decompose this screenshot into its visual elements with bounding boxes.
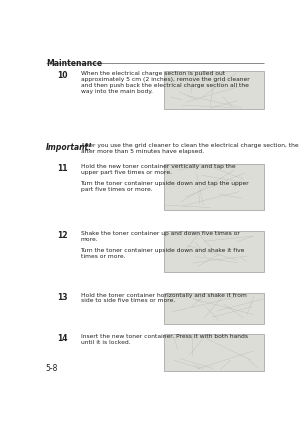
- FancyBboxPatch shape: [164, 231, 264, 272]
- Text: Hold the new toner container vertically and tap the
upper part five times or mor: Hold the new toner container vertically …: [80, 164, 249, 192]
- Text: Important!: Important!: [46, 143, 93, 152]
- Text: 12: 12: [57, 231, 68, 240]
- Text: 5-8: 5-8: [46, 364, 58, 373]
- Text: After you use the grid cleaner to clean the electrical charge section, the machi: After you use the grid cleaner to clean …: [80, 143, 300, 154]
- FancyBboxPatch shape: [164, 71, 264, 109]
- Text: 10: 10: [57, 71, 68, 80]
- FancyBboxPatch shape: [164, 164, 264, 210]
- Text: Maintenance: Maintenance: [46, 59, 103, 68]
- Text: When the electrical charge section is pulled out
approximately 5 cm (2 inches), : When the electrical charge section is pu…: [80, 71, 249, 94]
- FancyBboxPatch shape: [164, 292, 264, 324]
- Text: 13: 13: [57, 292, 68, 301]
- Text: Shake the toner container up and down five times or
more.

Turn the toner contai: Shake the toner container up and down fi…: [80, 231, 245, 259]
- Text: 11: 11: [57, 164, 68, 173]
- Text: Insert the new toner container. Press it with both hands
until it is locked.: Insert the new toner container. Press it…: [80, 334, 248, 345]
- Text: Hold the toner container horizontally and shake it from
side to side five times : Hold the toner container horizontally an…: [80, 292, 246, 303]
- FancyBboxPatch shape: [164, 334, 264, 371]
- Text: 14: 14: [57, 334, 68, 343]
